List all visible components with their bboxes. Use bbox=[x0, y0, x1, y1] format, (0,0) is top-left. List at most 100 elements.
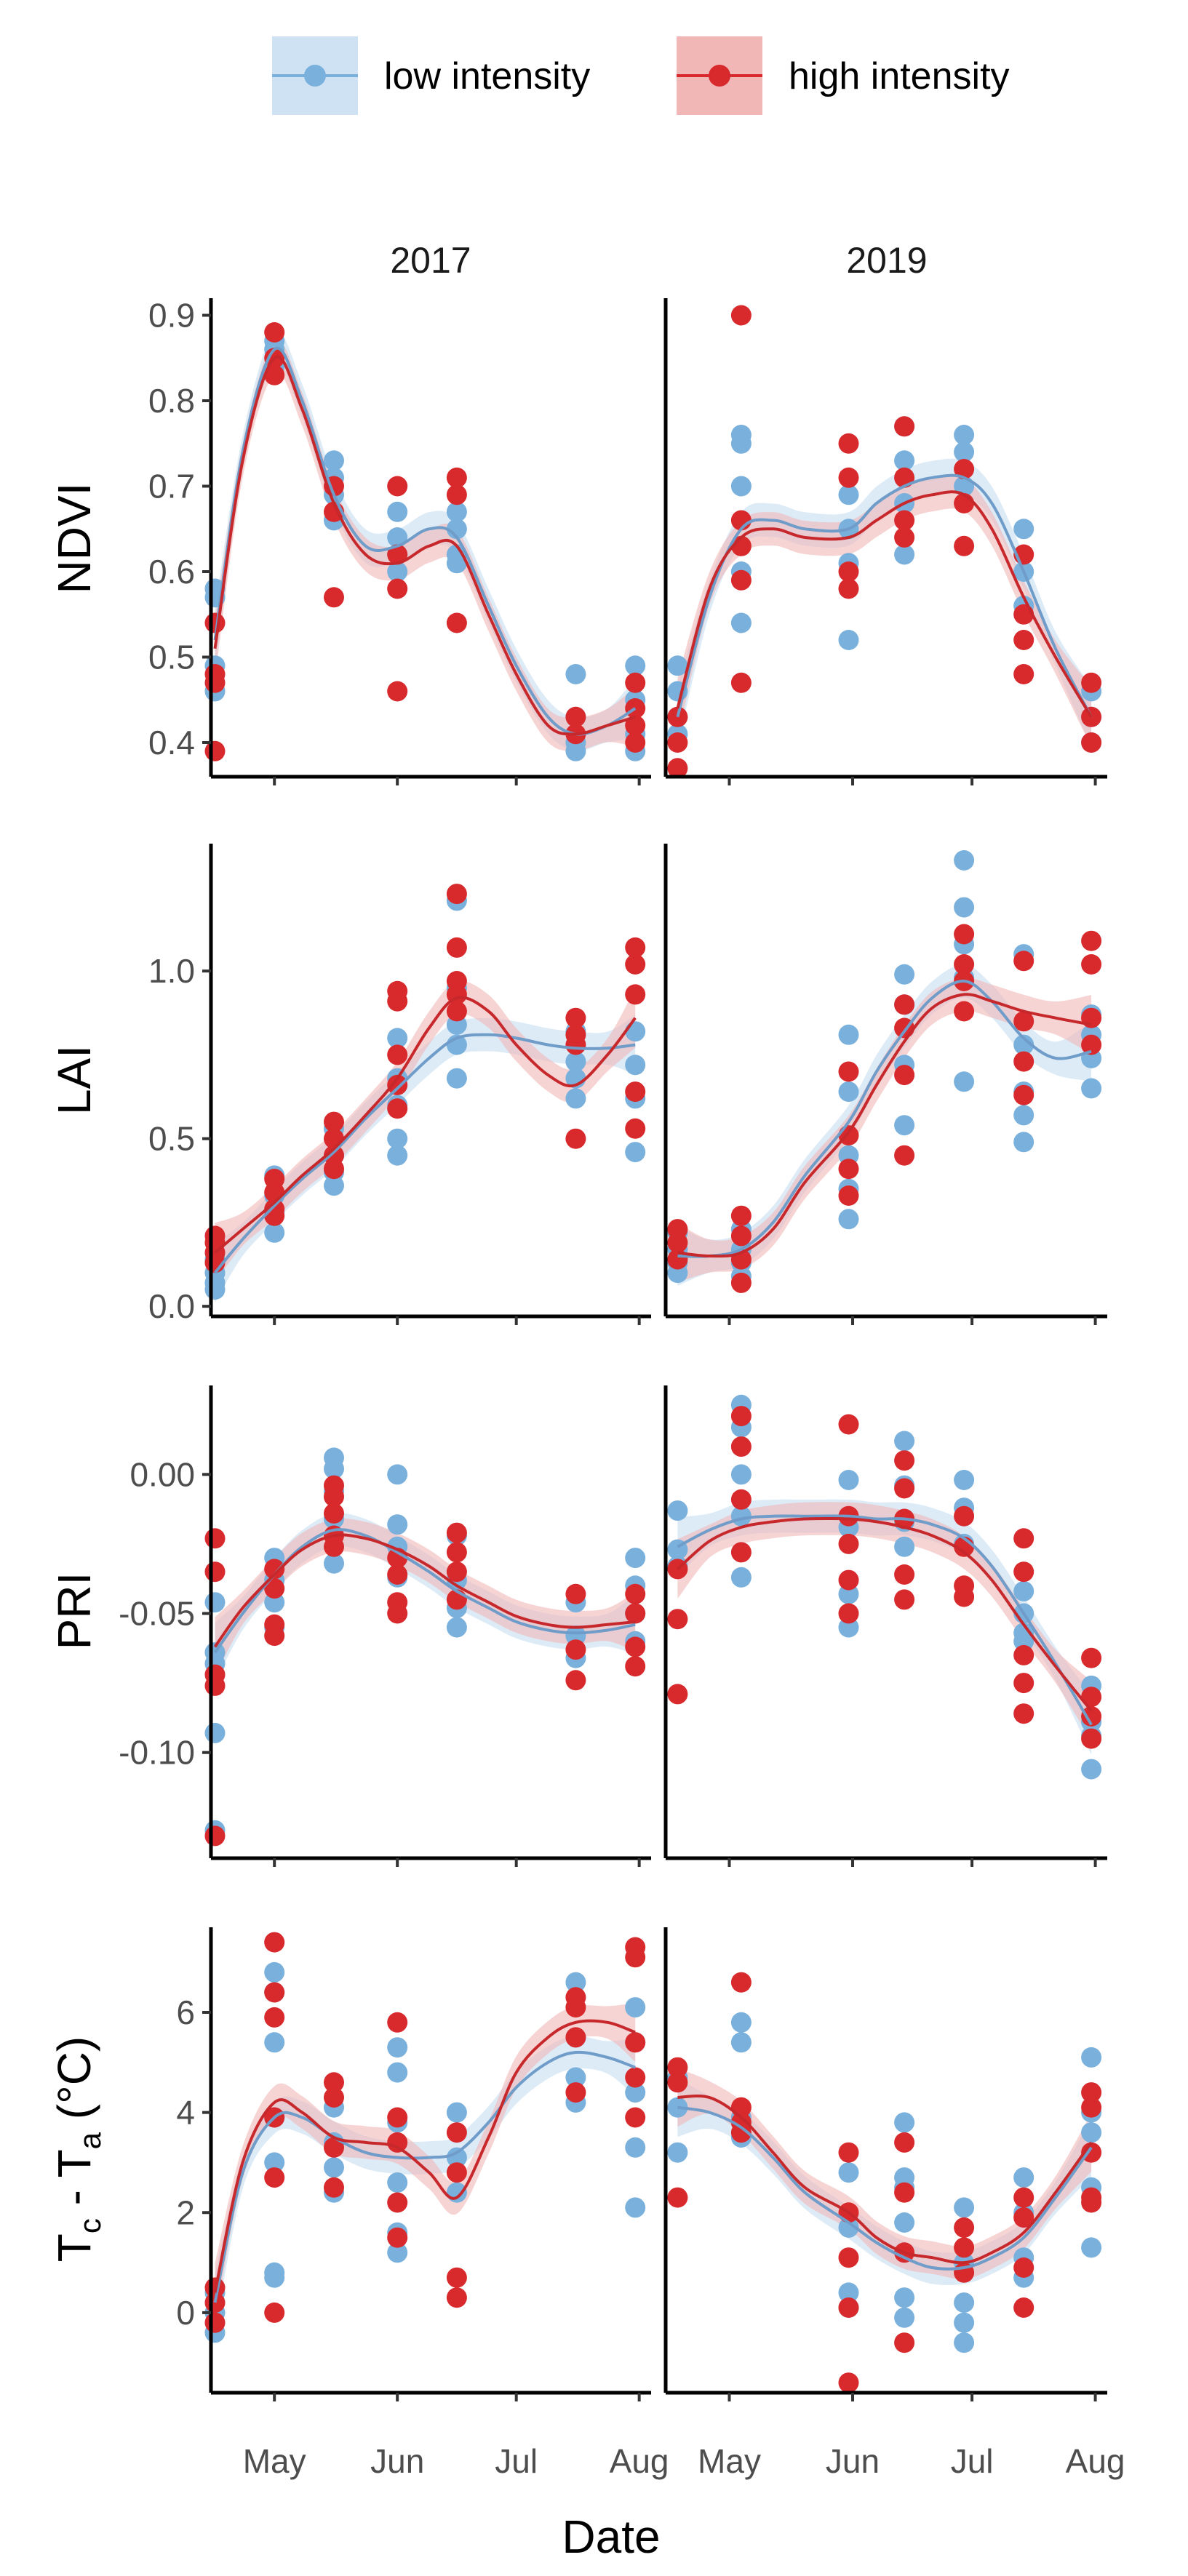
point-high-lai-2017 bbox=[446, 1001, 467, 1022]
point-low-tc-ta-2019 bbox=[838, 2162, 859, 2183]
point-high-pri-2017 bbox=[264, 1625, 285, 1647]
point-high-pri-2019 bbox=[1081, 1647, 1102, 1668]
point-low-ndvi-2017 bbox=[446, 553, 467, 574]
point-high-pri-2019 bbox=[730, 1489, 752, 1510]
point-low-lai-2017 bbox=[625, 1142, 646, 1163]
point-high-ndvi-2017 bbox=[387, 578, 408, 599]
point-high-pri-2019 bbox=[1081, 1687, 1102, 1708]
y-tick-label-tc-ta: 0 bbox=[176, 2294, 195, 2332]
point-high-ndvi-2019 bbox=[730, 569, 752, 591]
point-low-tc-ta-2019 bbox=[954, 2197, 975, 2218]
y-tick-label-pri: 0.00 bbox=[129, 1455, 195, 1493]
point-high-tc-ta-2019 bbox=[1013, 2187, 1034, 2208]
point-high-ndvi-2017 bbox=[446, 612, 467, 633]
fit-line-low-ndvi-2017 bbox=[213, 346, 637, 736]
point-low-lai-2017 bbox=[387, 1128, 408, 1149]
point-low-tc-ta-2017 bbox=[565, 2067, 586, 2088]
point-high-ndvi-2019 bbox=[667, 758, 688, 779]
point-low-lai-2017 bbox=[565, 1088, 586, 1109]
point-low-ndvi-2019 bbox=[894, 450, 915, 471]
fit-line-high-pri-2019 bbox=[677, 1517, 1093, 1712]
point-high-pri-2019 bbox=[1013, 1673, 1034, 1694]
point-low-tc-ta-2019 bbox=[838, 2217, 859, 2238]
point-low-lai-2019 bbox=[838, 1024, 859, 1045]
fit-line-high-lai-2017 bbox=[214, 996, 637, 1254]
x-tick-label-2019-may: May bbox=[698, 2442, 761, 2480]
point-high-tc-ta-2019 bbox=[1081, 2097, 1102, 2118]
point-high-ndvi-2017 bbox=[565, 706, 586, 727]
point-low-ndvi-2019 bbox=[730, 476, 752, 497]
y-tick-label-lai: 0.5 bbox=[148, 1120, 195, 1158]
y-tick-label-ndvi: 0.9 bbox=[148, 297, 195, 335]
point-high-lai-2019 bbox=[894, 1065, 915, 1086]
point-high-pri-2019 bbox=[1081, 1728, 1102, 1749]
point-high-pri-2019 bbox=[730, 1406, 752, 1427]
point-low-ndvi-2017 bbox=[387, 501, 408, 522]
point-high-ndvi-2017 bbox=[625, 672, 646, 693]
point-high-pri-2017 bbox=[387, 1564, 408, 1585]
point-high-tc-ta-2019 bbox=[954, 2237, 975, 2258]
point-low-pri-2017 bbox=[204, 1592, 226, 1613]
point-low-pri-2019 bbox=[730, 1567, 752, 1588]
point-low-pri-2017 bbox=[324, 1553, 344, 1574]
point-high-ndvi-2019 bbox=[730, 305, 752, 326]
point-high-tc-ta-2017 bbox=[625, 2067, 646, 2088]
band-high-lai-2019 bbox=[677, 977, 1092, 1283]
point-high-pri-2019 bbox=[894, 1589, 915, 1610]
fit-line-high-ndvi-2019 bbox=[676, 490, 1093, 718]
point-high-tc-ta-2019 bbox=[667, 2057, 688, 2078]
point-high-tc-ta-2017 bbox=[387, 2227, 408, 2248]
point-high-tc-ta-2019 bbox=[838, 2372, 859, 2393]
point-high-pri-2017 bbox=[387, 1603, 408, 1624]
point-high-lai-2019 bbox=[1013, 951, 1034, 972]
point-high-lai-2017 bbox=[446, 884, 467, 905]
point-low-pri-2019 bbox=[954, 1470, 975, 1490]
point-high-ndvi-2019 bbox=[730, 672, 752, 693]
band-low-pri-2017 bbox=[215, 1513, 636, 1682]
x-tick-label-2019-aug: Aug bbox=[1066, 2442, 1125, 2480]
point-low-pri-2019 bbox=[667, 1500, 688, 1521]
point-high-pri-2019 bbox=[1013, 1703, 1034, 1724]
point-low-tc-ta-2019 bbox=[894, 2307, 915, 2328]
point-high-pri-2017 bbox=[264, 1559, 285, 1580]
legend-label-high: high intensity bbox=[789, 55, 1010, 97]
point-high-tc-ta-2017 bbox=[264, 2302, 285, 2323]
point-low-tc-ta-2017 bbox=[264, 2267, 285, 2288]
point-high-lai-2017 bbox=[625, 1081, 646, 1103]
legend-key-high-point bbox=[709, 65, 730, 87]
point-low-ndvi-2019 bbox=[730, 433, 752, 454]
point-low-pri-2017 bbox=[387, 1514, 408, 1535]
point-high-lai-2019 bbox=[1013, 1084, 1034, 1105]
point-low-pri-2019 bbox=[1081, 1759, 1102, 1780]
point-high-pri-2017 bbox=[446, 1522, 467, 1543]
point-high-tc-ta-2019 bbox=[894, 2332, 915, 2353]
point-low-tc-ta-2017 bbox=[446, 2182, 467, 2203]
point-low-pri-2019 bbox=[730, 1464, 752, 1485]
point-low-pri-2019 bbox=[838, 1470, 859, 1490]
point-low-pri-2017 bbox=[324, 1458, 344, 1479]
point-high-lai-2019 bbox=[1081, 930, 1102, 951]
point-high-tc-ta-2017 bbox=[387, 2192, 408, 2213]
fit-line-high-tc-ta-2017 bbox=[213, 2019, 636, 2293]
point-low-tc-ta-2019 bbox=[730, 2012, 752, 2033]
point-high-pri-2017 bbox=[625, 1656, 646, 1677]
point-low-ndvi-2017 bbox=[387, 561, 408, 582]
band-high-tc-ta-2019 bbox=[677, 2068, 1092, 2279]
point-low-lai-2017 bbox=[264, 1222, 285, 1243]
point-low-pri-2017 bbox=[625, 1548, 646, 1569]
ylabel-tc-ta-sub2: a bbox=[73, 2132, 107, 2149]
point-low-tc-ta-2017 bbox=[565, 1972, 586, 1993]
point-low-pri-2017 bbox=[387, 1464, 408, 1485]
panel-tc-ta-2019: May Jun Jul Aug bbox=[663, 1927, 1125, 2480]
point-high-pri-2019 bbox=[954, 1586, 975, 1607]
point-high-ndvi-2019 bbox=[1081, 672, 1102, 693]
point-high-lai-2017 bbox=[387, 1044, 408, 1065]
point-low-lai-2019 bbox=[1013, 1132, 1034, 1153]
point-high-ndvi-2017 bbox=[204, 740, 226, 761]
point-high-pri-2017 bbox=[204, 1561, 226, 1583]
point-low-pri-2019 bbox=[1013, 1580, 1034, 1601]
point-low-tc-ta-2017 bbox=[264, 2152, 285, 2173]
panel-lai-2019 bbox=[663, 844, 1107, 1325]
point-high-tc-ta-2019 bbox=[838, 2297, 859, 2318]
x-tick-label-2017-aug: Aug bbox=[610, 2442, 669, 2480]
